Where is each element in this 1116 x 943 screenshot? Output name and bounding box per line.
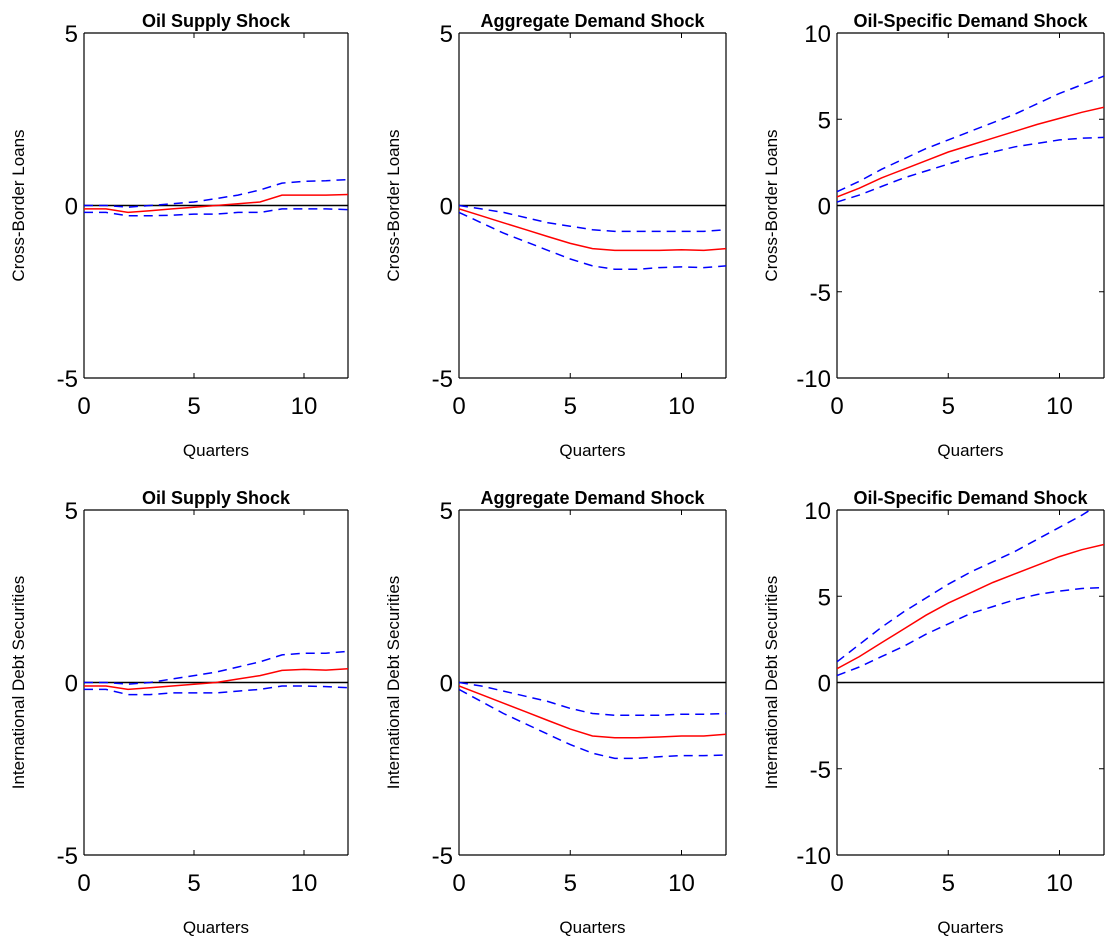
- irf-median-line: [84, 193, 348, 214]
- x-tick-label: 10: [668, 870, 695, 897]
- panel-title: Aggregate Demand Shock: [480, 11, 705, 31]
- y-axis-label: Cross-Border Loans: [9, 129, 28, 281]
- y-axis-label: Cross-Border Loans: [762, 129, 781, 281]
- panel-2: 0 5 10-505 Aggregate Demand ShockQuartersCr…: [384, 11, 727, 460]
- x-axis-label: Quarters: [183, 441, 249, 460]
- y-tick-label: -10: [796, 366, 831, 393]
- y-axis-label: International Debt Securities: [9, 576, 28, 790]
- y-tick-label: 0: [65, 671, 78, 698]
- panel-title: Oil Supply Shock: [142, 488, 291, 508]
- panel-4: 0 5 10-505 Oil Supply ShockQuartersInternat…: [9, 488, 349, 937]
- x-tick-label: 5: [564, 393, 577, 420]
- y-tick-label: 5: [440, 498, 453, 525]
- y-tick-label: -5: [57, 366, 78, 393]
- y-tick-label: 5: [440, 21, 453, 48]
- confidence-band-line: [837, 136, 1104, 203]
- panel-title: Oil-Specific Demand Shock: [853, 11, 1088, 31]
- x-tick-label: 5: [942, 870, 955, 897]
- x-axis-label: Quarters: [559, 918, 625, 937]
- x-tick-label: 0: [77, 393, 90, 420]
- x-tick-label: 5: [564, 870, 577, 897]
- x-tick-label: 0: [452, 393, 465, 420]
- y-axis-label: International Debt Securities: [384, 576, 403, 790]
- y-tick-label: -5: [810, 280, 831, 307]
- panel-5: 0 5 10-505 Aggregate Demand ShockQuartersIn…: [384, 488, 727, 937]
- y-tick-label: 0: [65, 194, 78, 221]
- x-axis-label: Quarters: [937, 918, 1003, 937]
- panel-3: 0 5 10 -10 -5 0 5 10 Oil-Specific Demand Shock Qu…: [762, 11, 1105, 460]
- y-tick-label: -5: [432, 366, 453, 393]
- y-tick-label: 10: [804, 21, 831, 48]
- confidence-band-line: [459, 688, 726, 760]
- irf-median-line: [84, 667, 348, 691]
- x-tick-label: 10: [291, 870, 318, 897]
- confidence-band-line: [837, 510, 1092, 663]
- panel-title: Oil-Specific Demand Shock: [853, 488, 1088, 508]
- x-tick-label: 10: [1046, 870, 1073, 897]
- panel-6: 0 5 10 -10 -5 0 5 10 Oil-Specific Demand Shock Qu…: [762, 488, 1105, 937]
- irf-median-line: [459, 208, 726, 252]
- x-tick-label: 5: [187, 393, 200, 420]
- x-axis-label: Quarters: [559, 441, 625, 460]
- y-axis-label: Cross-Border Loans: [384, 129, 403, 281]
- x-tick-label: 10: [1046, 393, 1073, 420]
- y-axis-label: International Debt Securities: [762, 576, 781, 790]
- confidence-band-line: [459, 211, 726, 271]
- confidence-band-line: [837, 586, 1104, 677]
- y-tick-label: 5: [65, 21, 78, 48]
- y-tick-label: 0: [818, 671, 831, 698]
- irf-median-line: [837, 106, 1104, 198]
- x-tick-label: 10: [291, 393, 318, 420]
- x-tick-label: 0: [452, 870, 465, 897]
- y-tick-label: -5: [57, 843, 78, 870]
- y-tick-label: 5: [818, 584, 831, 611]
- panel-1: 0 5 10-505 Oil Supply ShockQuartersCross-Bo…: [9, 11, 349, 460]
- y-tick-label: 10: [804, 498, 831, 525]
- x-axis-label: Quarters: [937, 441, 1003, 460]
- irf-median-line: [837, 543, 1104, 670]
- x-tick-label: 0: [830, 393, 843, 420]
- x-tick-label: 5: [942, 393, 955, 420]
- y-tick-label: -10: [796, 843, 831, 870]
- panel-title: Oil Supply Shock: [142, 11, 291, 31]
- y-tick-label: 5: [818, 107, 831, 134]
- y-tick-label: 0: [440, 671, 453, 698]
- confidence-band-line: [837, 75, 1104, 193]
- confidence-band-line: [459, 681, 726, 717]
- x-tick-label: 0: [830, 870, 843, 897]
- y-tick-label: -5: [432, 843, 453, 870]
- irf-median-line: [459, 685, 726, 739]
- y-tick-label: 5: [65, 498, 78, 525]
- y-tick-label: 0: [818, 194, 831, 221]
- x-axis-label: Quarters: [183, 918, 249, 937]
- y-tick-label: 0: [440, 194, 453, 221]
- y-tick-label: -5: [810, 757, 831, 784]
- panel-title: Aggregate Demand Shock: [480, 488, 705, 508]
- confidence-band-line: [459, 204, 726, 233]
- x-tick-label: 5: [187, 870, 200, 897]
- x-tick-label: 10: [668, 393, 695, 420]
- x-tick-label: 0: [77, 870, 90, 897]
